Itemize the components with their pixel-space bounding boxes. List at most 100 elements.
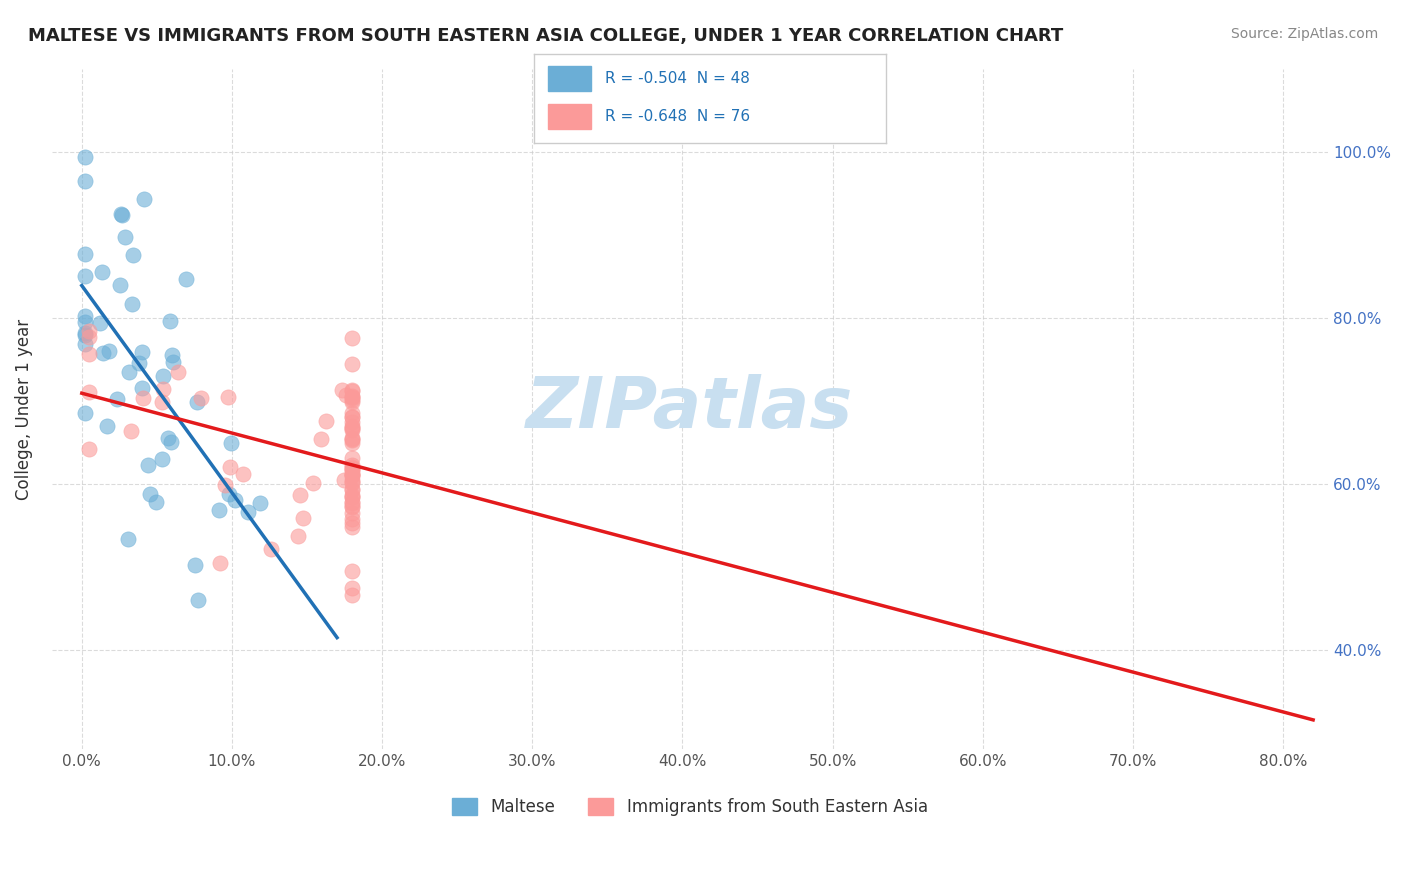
Text: MALTESE VS IMMIGRANTS FROM SOUTH EASTERN ASIA COLLEGE, UNDER 1 YEAR CORRELATION : MALTESE VS IMMIGRANTS FROM SOUTH EASTERN… [28,27,1063,45]
Point [340,520,363,534]
Text: R = -0.648  N = 76: R = -0.648 N = 76 [605,110,749,124]
Point [340,467,363,481]
Point [340,483,363,497]
Point [340,450,363,465]
Point [340,490,363,504]
Point [132,192,155,206]
Point [292,510,315,524]
Point [150,395,173,409]
Point [340,461,363,475]
Point [340,516,363,531]
Point [340,494,363,508]
Point [340,463,363,477]
Point [340,468,363,483]
Point [340,473,363,487]
Point [340,331,363,345]
Point [218,460,240,475]
Point [162,354,184,368]
Point [340,421,363,435]
Point [340,383,363,397]
Point [260,541,283,556]
Point [73,247,96,261]
Point [79,442,101,456]
Point [219,435,242,450]
Point [330,383,353,397]
Point [214,478,236,492]
Point [340,433,363,447]
Point [91,265,114,279]
Point [340,458,363,472]
Point [340,392,363,406]
Point [315,414,337,428]
Point [73,328,96,343]
Point [131,381,153,395]
Point [73,326,96,341]
Point [340,459,363,474]
Point [160,434,183,449]
Text: ZIPatlas: ZIPatlas [526,375,853,443]
Point [340,432,363,446]
Point [98,343,121,358]
Point [232,467,254,482]
Point [73,310,96,324]
Point [340,499,363,513]
Point [340,390,363,404]
Point [340,409,363,424]
Point [108,277,131,292]
Point [91,346,114,360]
Point [79,330,101,344]
Point [89,317,111,331]
Point [139,487,162,501]
Point [309,432,332,446]
Point [340,467,363,482]
Point [340,384,363,398]
Point [121,248,143,262]
Point [340,581,363,595]
Point [340,392,363,407]
Point [138,458,160,473]
Point [340,469,363,483]
Point [187,592,209,607]
Point [121,296,143,310]
Point [340,564,363,578]
Point [340,483,363,497]
Point [73,337,96,351]
Point [145,495,167,509]
Bar [548,66,591,91]
Point [340,500,363,515]
Point [340,488,363,502]
Point [160,349,183,363]
Point [186,395,208,409]
Point [167,365,190,379]
Point [288,488,311,502]
Text: Source: ZipAtlas.com: Source: ZipAtlas.com [1230,27,1378,41]
Point [184,558,207,572]
Point [174,272,197,286]
Point [152,368,174,383]
Point [73,315,96,329]
Point [150,452,173,467]
Point [132,391,155,405]
Point [340,421,363,435]
Point [224,492,246,507]
Point [340,588,363,602]
Point [73,174,96,188]
Point [73,269,96,284]
Point [96,418,118,433]
Point [117,533,139,547]
Point [209,556,232,570]
Point [340,512,363,526]
Point [249,496,271,510]
Point [208,503,231,517]
Point [340,389,363,403]
Point [118,365,141,379]
Point [340,436,363,450]
Point [79,385,101,400]
Point [105,392,128,407]
Point [340,475,363,490]
Point [340,475,363,489]
Point [120,424,142,438]
Text: R = -0.504  N = 48: R = -0.504 N = 48 [605,71,749,86]
Point [157,431,180,445]
Point [73,150,96,164]
